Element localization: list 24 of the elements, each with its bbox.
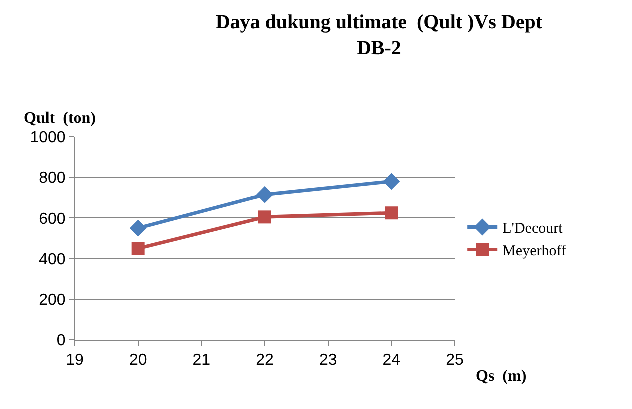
chart-title: Daya dukung ultimate (Qult )Vs Dept DB-2 bbox=[216, 12, 543, 60]
y-tick-label: 600 bbox=[39, 210, 66, 228]
y-axis-title: Qult (ton) bbox=[24, 110, 96, 127]
point bbox=[132, 242, 145, 256]
y-tick-label: 400 bbox=[39, 251, 66, 268]
x-tick-label: 21 bbox=[192, 352, 211, 370]
x-tick-label: 22 bbox=[256, 352, 274, 370]
point bbox=[256, 186, 274, 204]
x-tick-label: 20 bbox=[129, 352, 148, 370]
point bbox=[383, 173, 400, 190]
y-tick-label: 0 bbox=[56, 332, 66, 350]
x-tick-label: 23 bbox=[319, 352, 338, 370]
y-tick-label: 800 bbox=[39, 170, 66, 188]
y-tick-label: 1000 bbox=[30, 130, 66, 147]
x-tick-label: 25 bbox=[446, 352, 464, 370]
x-tick-label: 19 bbox=[66, 352, 84, 370]
legend-label: L'Decourt bbox=[502, 221, 564, 238]
x-axis-title: Qs (m) bbox=[476, 368, 527, 385]
point bbox=[258, 210, 272, 224]
x-tick-label: 24 bbox=[382, 352, 401, 370]
y-tick-label: 200 bbox=[39, 292, 66, 309]
point bbox=[130, 220, 147, 237]
legend-label: Meyerhoff bbox=[502, 244, 566, 260]
point bbox=[385, 206, 398, 220]
